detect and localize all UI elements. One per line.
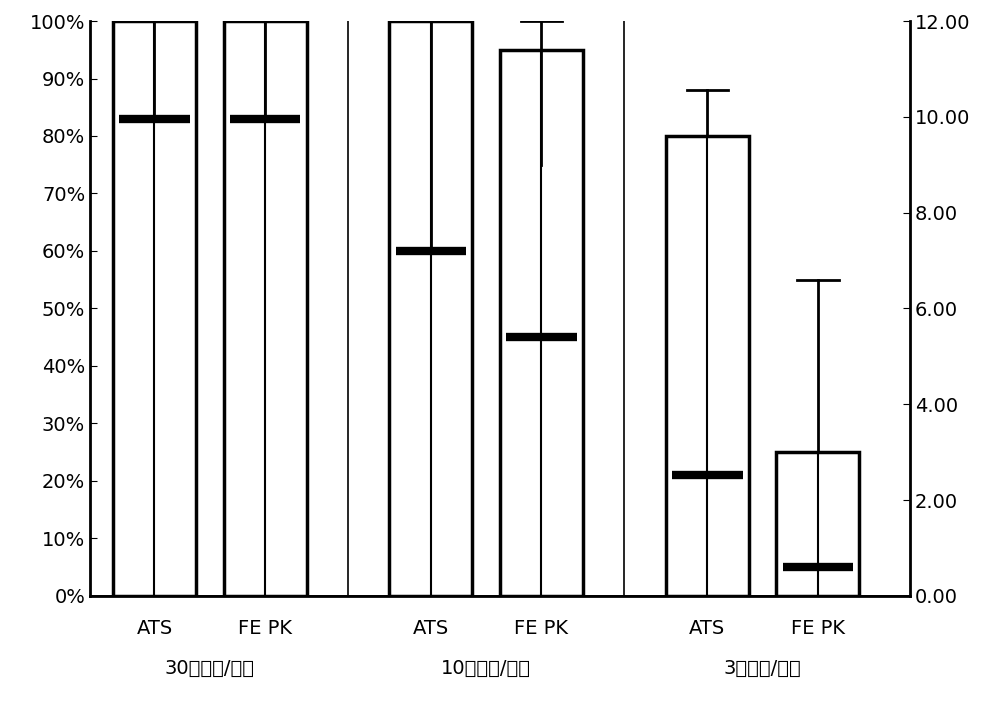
Bar	[113, 21, 196, 596]
Bar	[224, 21, 307, 596]
Text: FE PK: FE PK	[514, 619, 568, 638]
Bar	[776, 452, 859, 596]
Text: ATS: ATS	[413, 619, 449, 638]
Text: 10个细胞/反应: 10个细胞/反应	[441, 659, 531, 678]
Text: 3个细胞/反应: 3个细胞/反应	[724, 659, 801, 678]
Text: 30个细胞/反应: 30个细胞/反应	[165, 659, 255, 678]
Text: ATS: ATS	[689, 619, 725, 638]
Text: FE PK: FE PK	[238, 619, 292, 638]
Bar	[666, 136, 749, 596]
Bar	[389, 21, 472, 596]
Text: FE PK: FE PK	[791, 619, 845, 638]
Text: ATS: ATS	[136, 619, 173, 638]
Bar	[500, 50, 583, 596]
